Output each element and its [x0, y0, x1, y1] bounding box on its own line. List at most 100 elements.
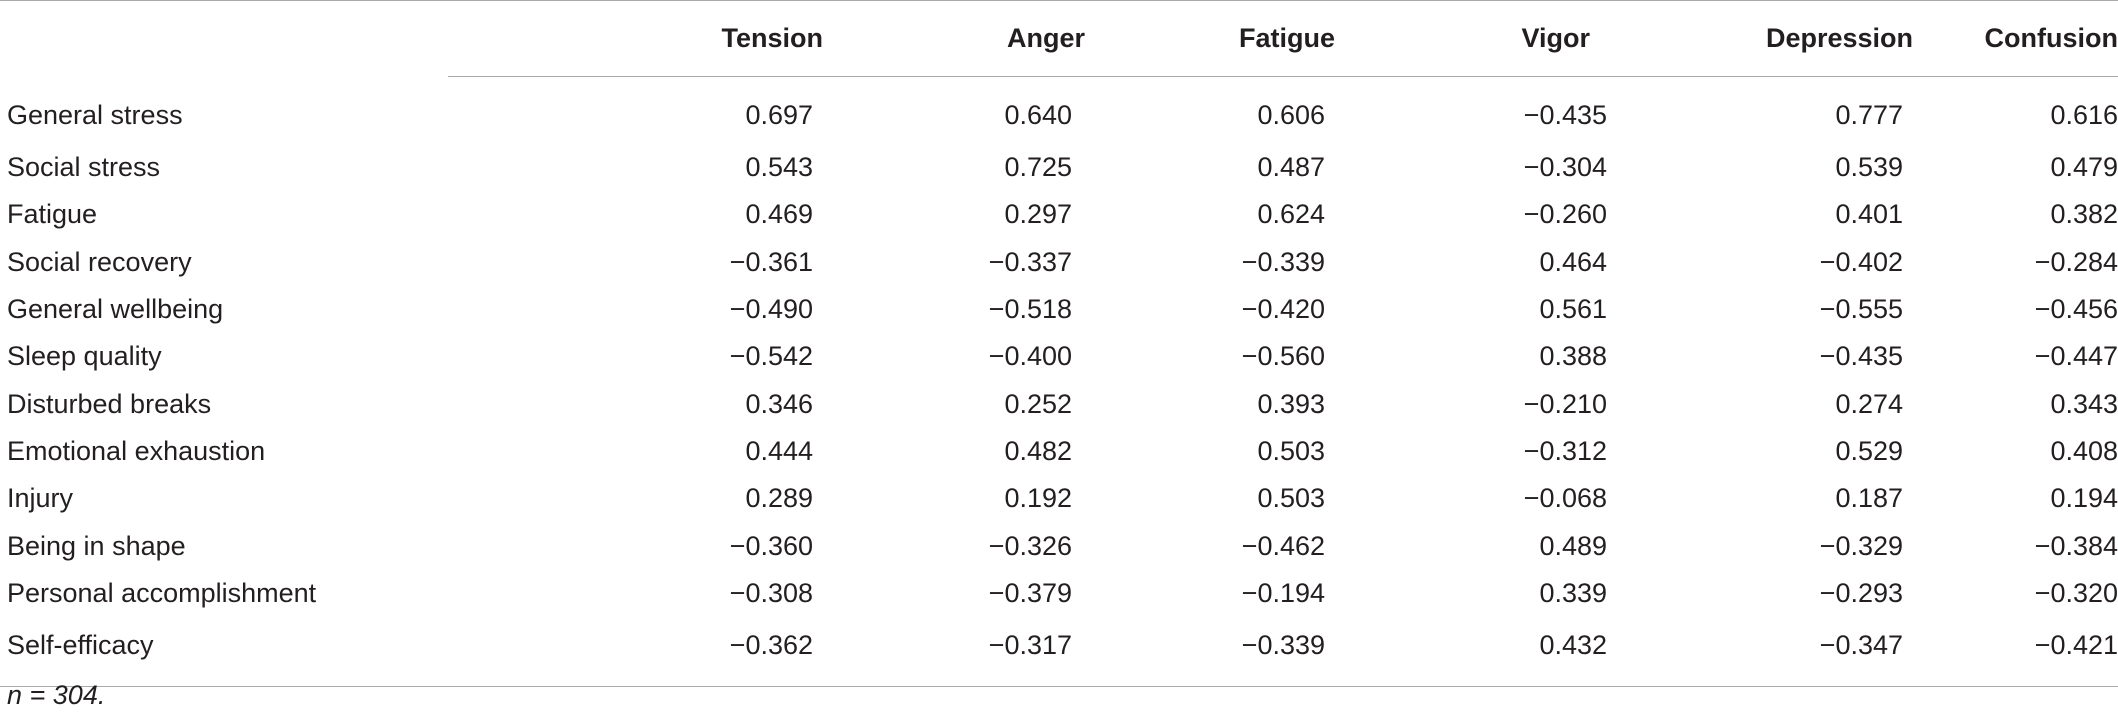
table-cell: −0.337 — [988, 246, 1073, 277]
table-cell: 0.252 — [1004, 388, 1073, 419]
table-cell: 0.539 — [1835, 152, 1904, 183]
table-row: General stress 0.697 0.640 0.606 −0.435 0.777… — [0, 77, 2118, 145]
table-cell: 0.289 — [745, 483, 814, 514]
table-cell: 0.777 — [1835, 100, 1904, 130]
table-row: Emotional exhaustion 0.444 0.482 0.503 −0.31… — [0, 428, 2118, 475]
table-cell: −0.555 — [1819, 294, 1904, 325]
header-row: Tension Anger Fatigue Vigor Depression C… — [0, 0, 2118, 77]
table-cell: 0.489 — [1539, 530, 1608, 561]
table-cell: 0.408 — [2050, 435, 2118, 466]
table-cell: −0.435 — [1523, 100, 1608, 130]
table-cell: −0.068 — [1523, 483, 1608, 514]
table-cell: 0.393 — [1257, 388, 1326, 419]
table-row: Disturbed breaks 0.346 0.252 0.393 −0.210 0.2… — [0, 380, 2118, 427]
table-row: General wellbeing −0.490 −0.518 −0.420 0.561… — [0, 286, 2118, 333]
table-cell: −0.490 — [729, 294, 814, 325]
table-cell: 0.192 — [1004, 483, 1073, 514]
table-cell: −0.518 — [988, 294, 1073, 325]
table-cell: 0.503 — [1257, 483, 1326, 514]
table-cell: −0.542 — [729, 341, 814, 372]
table-cell: 0.479 — [2050, 152, 2118, 183]
table-cell: −0.308 — [729, 577, 814, 608]
table-cell: −0.421 — [1934, 616, 2118, 687]
table-row: Personal accomplishment −0.308 −0.379 −0.19… — [0, 570, 2118, 617]
table-cell: 0.274 — [1835, 388, 1904, 419]
table-cell: −0.360 — [729, 530, 814, 561]
column-header: Vigor — [1359, 0, 1643, 77]
table-row: Self-efficacy −0.362 −0.317 −0.339 0.432 −0.3… — [0, 616, 2118, 687]
table-cell: 0.401 — [1835, 199, 1904, 230]
row-label: Self-efficacy — [0, 616, 590, 687]
table-cell: 0.543 — [745, 152, 814, 183]
table-cell: −0.462 — [1241, 530, 1326, 561]
table-row: Sleep quality −0.542 −0.400 −0.560 0.388 −0.4… — [0, 333, 2118, 380]
table-cell: −0.400 — [988, 341, 1073, 372]
row-label: Sleep quality — [7, 341, 162, 372]
table-cell: 0.194 — [2050, 483, 2118, 514]
table-cell: 0.561 — [1539, 294, 1608, 325]
correlation-table: Tension Anger Fatigue Vigor Depression C… — [0, 0, 2118, 687]
table-cell: 0.624 — [1257, 199, 1326, 230]
table-cell: −0.379 — [988, 577, 1073, 608]
table-cell: −0.435 — [1819, 341, 1904, 372]
row-label: General stress — [7, 100, 183, 130]
column-header: Depression — [1642, 0, 1935, 77]
table-cell: 0.432 — [1359, 616, 1643, 687]
table-cell: −0.194 — [1241, 577, 1326, 608]
table-cell: −0.447 — [2034, 341, 2118, 372]
column-header: Fatigue — [1104, 0, 1360, 77]
table-row: Social recovery −0.361 −0.337 −0.339 0.464 −0… — [0, 239, 2118, 286]
table-cell: 0.616 — [2050, 100, 2118, 130]
table-cell: 0.343 — [2050, 388, 2118, 419]
row-label: Emotional exhaustion — [7, 435, 266, 466]
table-cell: 0.464 — [1539, 246, 1608, 277]
row-label: Fatigue — [7, 199, 98, 230]
table-cell: −0.347 — [1642, 616, 1935, 687]
table-cell: −0.320 — [2034, 577, 2118, 608]
table-row: Injury 0.289 0.192 0.503 −0.068 0.187 0.194 — [0, 475, 2118, 522]
table-cell: 0.382 — [2050, 199, 2118, 230]
row-label: Being in shape — [7, 530, 186, 561]
table-cell: 0.346 — [745, 388, 814, 419]
table-cell: −0.317 — [847, 616, 1105, 687]
table-cell: 0.697 — [745, 100, 814, 130]
row-label: Social stress — [7, 152, 161, 183]
table-row: Fatigue 0.469 0.297 0.624 −0.260 0.401 0.382 — [0, 191, 2118, 238]
table-cell: −0.362 — [590, 616, 848, 687]
table-cell: −0.384 — [2034, 530, 2118, 561]
table-cell: 0.388 — [1539, 341, 1608, 372]
table-body: General stress 0.697 0.640 0.606 −0.435 0.777… — [0, 77, 2118, 687]
table-cell: −0.339 — [1241, 246, 1326, 277]
column-header: Tension — [448, 0, 848, 77]
table-cell: 0.529 — [1835, 435, 1904, 466]
correlation-table-container: Tension Anger Fatigue Vigor Depression C… — [0, 0, 2118, 687]
table-cell: 0.725 — [1004, 152, 1073, 183]
table-cell: −0.326 — [988, 530, 1073, 561]
table-row: Social stress 0.543 0.725 0.487 −0.304 0.539 0… — [0, 144, 2118, 191]
row-label: Personal accomplishment — [7, 577, 317, 608]
table-cell: 0.606 — [1257, 100, 1326, 130]
table-cell: −0.312 — [1523, 435, 1608, 466]
header-stub — [0, 0, 448, 77]
table-cell: 0.487 — [1257, 152, 1326, 183]
table-cell: 0.339 — [1539, 577, 1608, 608]
table-cell: −0.304 — [1523, 152, 1608, 183]
table-cell: −0.456 — [2034, 294, 2118, 325]
table-cell: 0.482 — [1004, 435, 1073, 466]
table-cell: −0.420 — [1241, 294, 1326, 325]
row-label: Injury — [7, 483, 74, 514]
table-cell: −0.293 — [1819, 577, 1904, 608]
table-cell: 0.469 — [745, 199, 814, 230]
table-cell: 0.444 — [745, 435, 814, 466]
table-footnote: n = 304. — [7, 680, 106, 710]
table-cell: 0.297 — [1004, 199, 1073, 230]
table-cell: −0.339 — [1104, 616, 1360, 687]
row-label: General wellbeing — [7, 294, 224, 325]
row-label: Social recovery — [7, 246, 192, 277]
table-cell: −0.260 — [1523, 199, 1608, 230]
table-cell: −0.329 — [1819, 530, 1904, 561]
table-cell: 0.640 — [1004, 100, 1073, 130]
column-header: Anger — [847, 0, 1105, 77]
table-cell: 0.503 — [1257, 435, 1326, 466]
column-header: Confusion — [1934, 0, 2118, 77]
